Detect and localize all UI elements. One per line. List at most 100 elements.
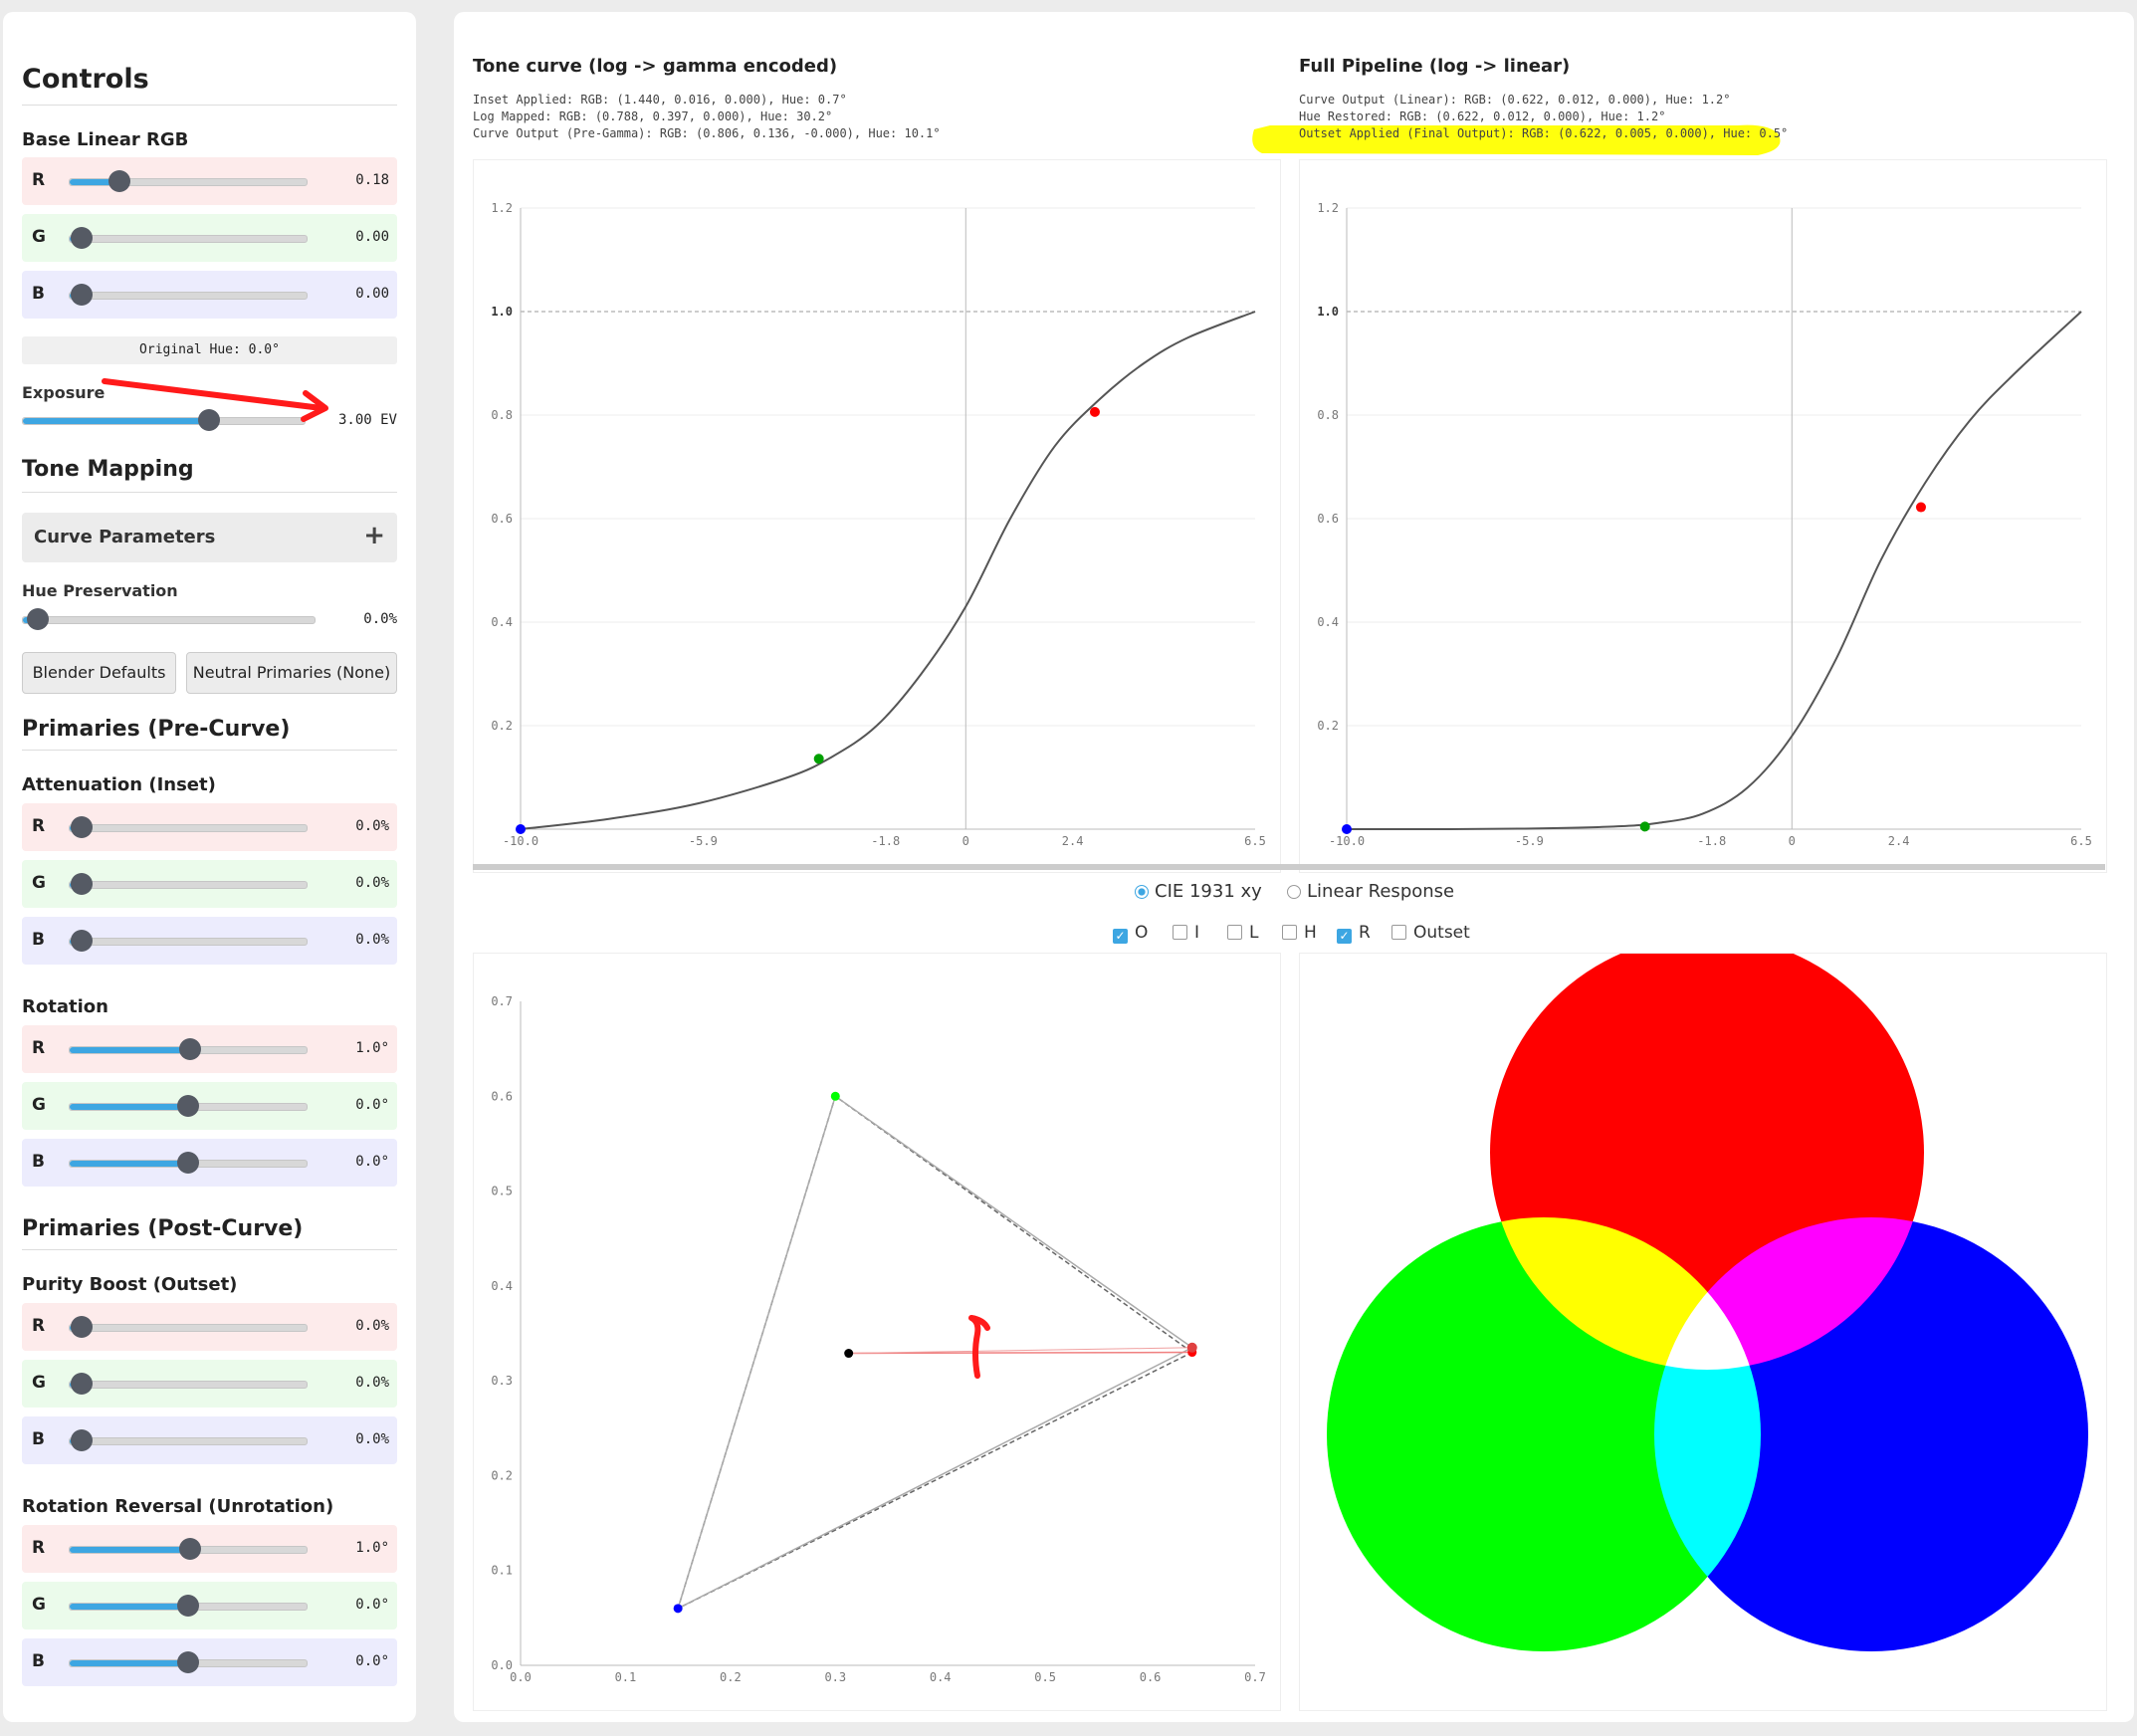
neutral-primaries-button[interactable]: Neutral Primaries (None)	[186, 652, 397, 694]
purity-slider-r[interactable]	[69, 1316, 308, 1338]
exposure-slider-thumb[interactable]	[197, 409, 220, 431]
green-circle	[1327, 1217, 1761, 1651]
slider-thumb[interactable]	[70, 930, 93, 952]
purity-slider-g[interactable]	[69, 1373, 308, 1395]
y-tick-label: 1.0	[1317, 305, 1339, 319]
slider-value: 0.0°	[355, 1653, 389, 1669]
slider-thumb[interactable]	[177, 1152, 199, 1174]
exposure-slider[interactable]	[22, 409, 306, 431]
x-tick-label: 6.5	[1244, 834, 1266, 848]
unrotation-row-g: G 0.0°	[22, 1582, 397, 1629]
slider-thumb[interactable]	[70, 1316, 93, 1338]
slider-thumb[interactable]	[70, 873, 93, 895]
curve-parameters-accordion[interactable]: Curve Parameters +	[22, 513, 397, 562]
attenuation-slider-r[interactable]	[69, 816, 308, 838]
slider-thumb[interactable]	[177, 1095, 199, 1117]
hue-preservation-label: Hue Preservation	[22, 581, 178, 600]
slider-thumb[interactable]	[70, 227, 93, 249]
purity-slider-b[interactable]	[69, 1429, 308, 1451]
checkbox-unchecked-icon[interactable]	[1282, 925, 1297, 940]
checkbox-outset[interactable]: Outset	[1391, 923, 1470, 943]
slider-value: 0.0%	[355, 875, 389, 891]
checkbox-label: H	[1304, 923, 1317, 943]
slider-value: 0.0%	[355, 818, 389, 834]
tone-curve-title: Tone curve (log -> gamma encoded)	[473, 56, 838, 77]
unrotation-slider-r[interactable]	[69, 1538, 308, 1560]
radio-checked-icon[interactable]	[1135, 885, 1149, 899]
slider-value: 0.0%	[355, 1318, 389, 1334]
post-curve-title: Primaries (Post-Curve)	[22, 1216, 304, 1241]
rotation-slider-b[interactable]	[69, 1152, 308, 1174]
view-radio-cie[interactable]: CIE 1931 xy	[1135, 881, 1262, 902]
checkbox-unchecked-icon[interactable]	[1227, 925, 1242, 940]
checkbox-r[interactable]: ✓ R	[1337, 923, 1371, 944]
slider-value: 1.0°	[355, 1540, 389, 1556]
rotation-slider-g[interactable]	[69, 1095, 308, 1117]
divider	[22, 105, 397, 106]
slider-thumb[interactable]	[70, 284, 93, 306]
slider-thumb[interactable]	[70, 1429, 93, 1451]
base-rgb-slider-b[interactable]	[69, 284, 308, 306]
checkbox-i[interactable]: I	[1173, 923, 1199, 943]
hue-preservation-thumb[interactable]	[26, 608, 49, 630]
base-rgb-slider-g[interactable]	[69, 227, 308, 249]
checkbox-unchecked-icon[interactable]	[1173, 925, 1187, 940]
checkbox-label: R	[1359, 923, 1371, 943]
checkbox-label: Outset	[1413, 923, 1470, 943]
red-hue-line	[848, 1351, 1192, 1355]
x-tick-label: 0.3	[824, 1670, 846, 1684]
channel-label: B	[32, 1429, 45, 1449]
checkbox-o[interactable]: ✓ O	[1113, 923, 1148, 944]
slider-thumb[interactable]	[177, 1595, 199, 1617]
tone-curve-chart: 0.2 0.4 0.6 0.8 1.0 1.2 -10.0 -5.9 -1.8 0 2.4 6.5	[473, 159, 1281, 873]
red-hue-line	[848, 1347, 1192, 1355]
rotation-slider-r[interactable]	[69, 1038, 308, 1060]
x-tick-label: -1.8	[1697, 834, 1726, 848]
yellow-highlight-annotation	[1252, 124, 1781, 155]
slider-thumb[interactable]	[179, 1538, 202, 1560]
main-panel: Tone curve (log -> gamma encoded) Inset …	[454, 12, 2134, 1722]
channel-label: G	[32, 1595, 46, 1615]
unrotation-slider-g[interactable]	[69, 1595, 308, 1617]
slider-thumb[interactable]	[107, 170, 130, 192]
attenuation-slider-g[interactable]	[69, 873, 308, 895]
slider-thumb[interactable]	[70, 1373, 93, 1395]
channel-label: R	[32, 1538, 46, 1558]
channel-point	[813, 754, 824, 764]
slider-fill	[70, 1104, 188, 1110]
x-tick-label: -10.0	[503, 834, 538, 848]
channel-label: G	[32, 1373, 46, 1393]
slider-value: 0.0°	[355, 1097, 389, 1113]
plus-icon[interactable]: +	[363, 521, 385, 550]
checkbox-h[interactable]: H	[1282, 923, 1317, 943]
rotated-gamut-triangle	[676, 1095, 1194, 1611]
blue-circle	[1654, 1217, 2088, 1651]
checkbox-l[interactable]: L	[1227, 923, 1258, 943]
slider-value: 0.00	[355, 229, 389, 245]
slider-thumb[interactable]	[179, 1038, 202, 1060]
attenuation-row-b: B 0.0%	[22, 917, 397, 965]
checkbox-checked-icon[interactable]: ✓	[1113, 929, 1128, 944]
pipeline-info: Curve Output (Linear): RGB: (0.622, 0.01…	[1299, 92, 1788, 142]
whitepoint	[844, 1349, 854, 1359]
view-radio-linear[interactable]: Linear Response	[1287, 881, 1454, 902]
checkbox-label: O	[1135, 923, 1149, 943]
checkbox-checked-icon[interactable]: ✓	[1337, 929, 1352, 944]
tone-curve-info: Inset Applied: RGB: (1.440, 0.016, 0.000…	[473, 92, 941, 142]
slider-value: 0.0%	[355, 1431, 389, 1447]
unrotation-slider-b[interactable]	[69, 1651, 308, 1673]
checkbox-unchecked-icon[interactable]	[1391, 925, 1406, 940]
base-rgb-slider-r[interactable]	[69, 170, 308, 192]
y-tick-label: 0.4	[1317, 615, 1339, 629]
chart-splitter[interactable]	[473, 864, 2105, 870]
y-tick-label: 1.0	[491, 305, 513, 319]
radio-unchecked-icon[interactable]	[1287, 885, 1301, 899]
hue-preservation-slider[interactable]	[22, 608, 316, 630]
y-tick-label: 0.2	[1317, 719, 1339, 733]
blender-defaults-button[interactable]: Blender Defaults	[22, 652, 176, 694]
slider-thumb[interactable]	[177, 1651, 199, 1673]
pipeline-title: Full Pipeline (log -> linear)	[1299, 56, 1571, 77]
attenuation-slider-b[interactable]	[69, 930, 308, 952]
slider-thumb[interactable]	[70, 816, 93, 838]
divider	[22, 1249, 397, 1250]
